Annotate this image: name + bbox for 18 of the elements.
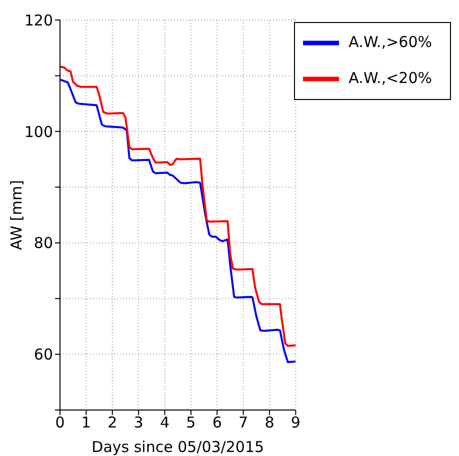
x-tick-label: 2 [108, 414, 118, 432]
y-tick-label: 120 [24, 11, 53, 30]
x-tick-label: 1 [81, 414, 91, 432]
x-tick-label: 3 [134, 414, 144, 432]
x-axis-title: Days since 05/03/2015 [92, 438, 264, 456]
x-tick-label: 7 [238, 414, 248, 432]
y-tick-label: 80 [34, 234, 53, 252]
legend-label: A.W.,>60% [348, 33, 432, 52]
x-tick-label: 4 [160, 414, 170, 432]
legend-label: A.W.,<20% [348, 69, 432, 88]
x-tick-label: 6 [212, 414, 222, 432]
x-tick-label: 9 [290, 414, 300, 432]
y-axis-title: AW [mm] [7, 180, 26, 250]
y-tick-label: 100 [24, 122, 53, 141]
y-tick-label: 60 [34, 346, 53, 364]
x-tick-label: 8 [264, 414, 274, 432]
x-tick-label: 5 [186, 414, 196, 432]
x-tick-label: 0 [55, 414, 65, 432]
